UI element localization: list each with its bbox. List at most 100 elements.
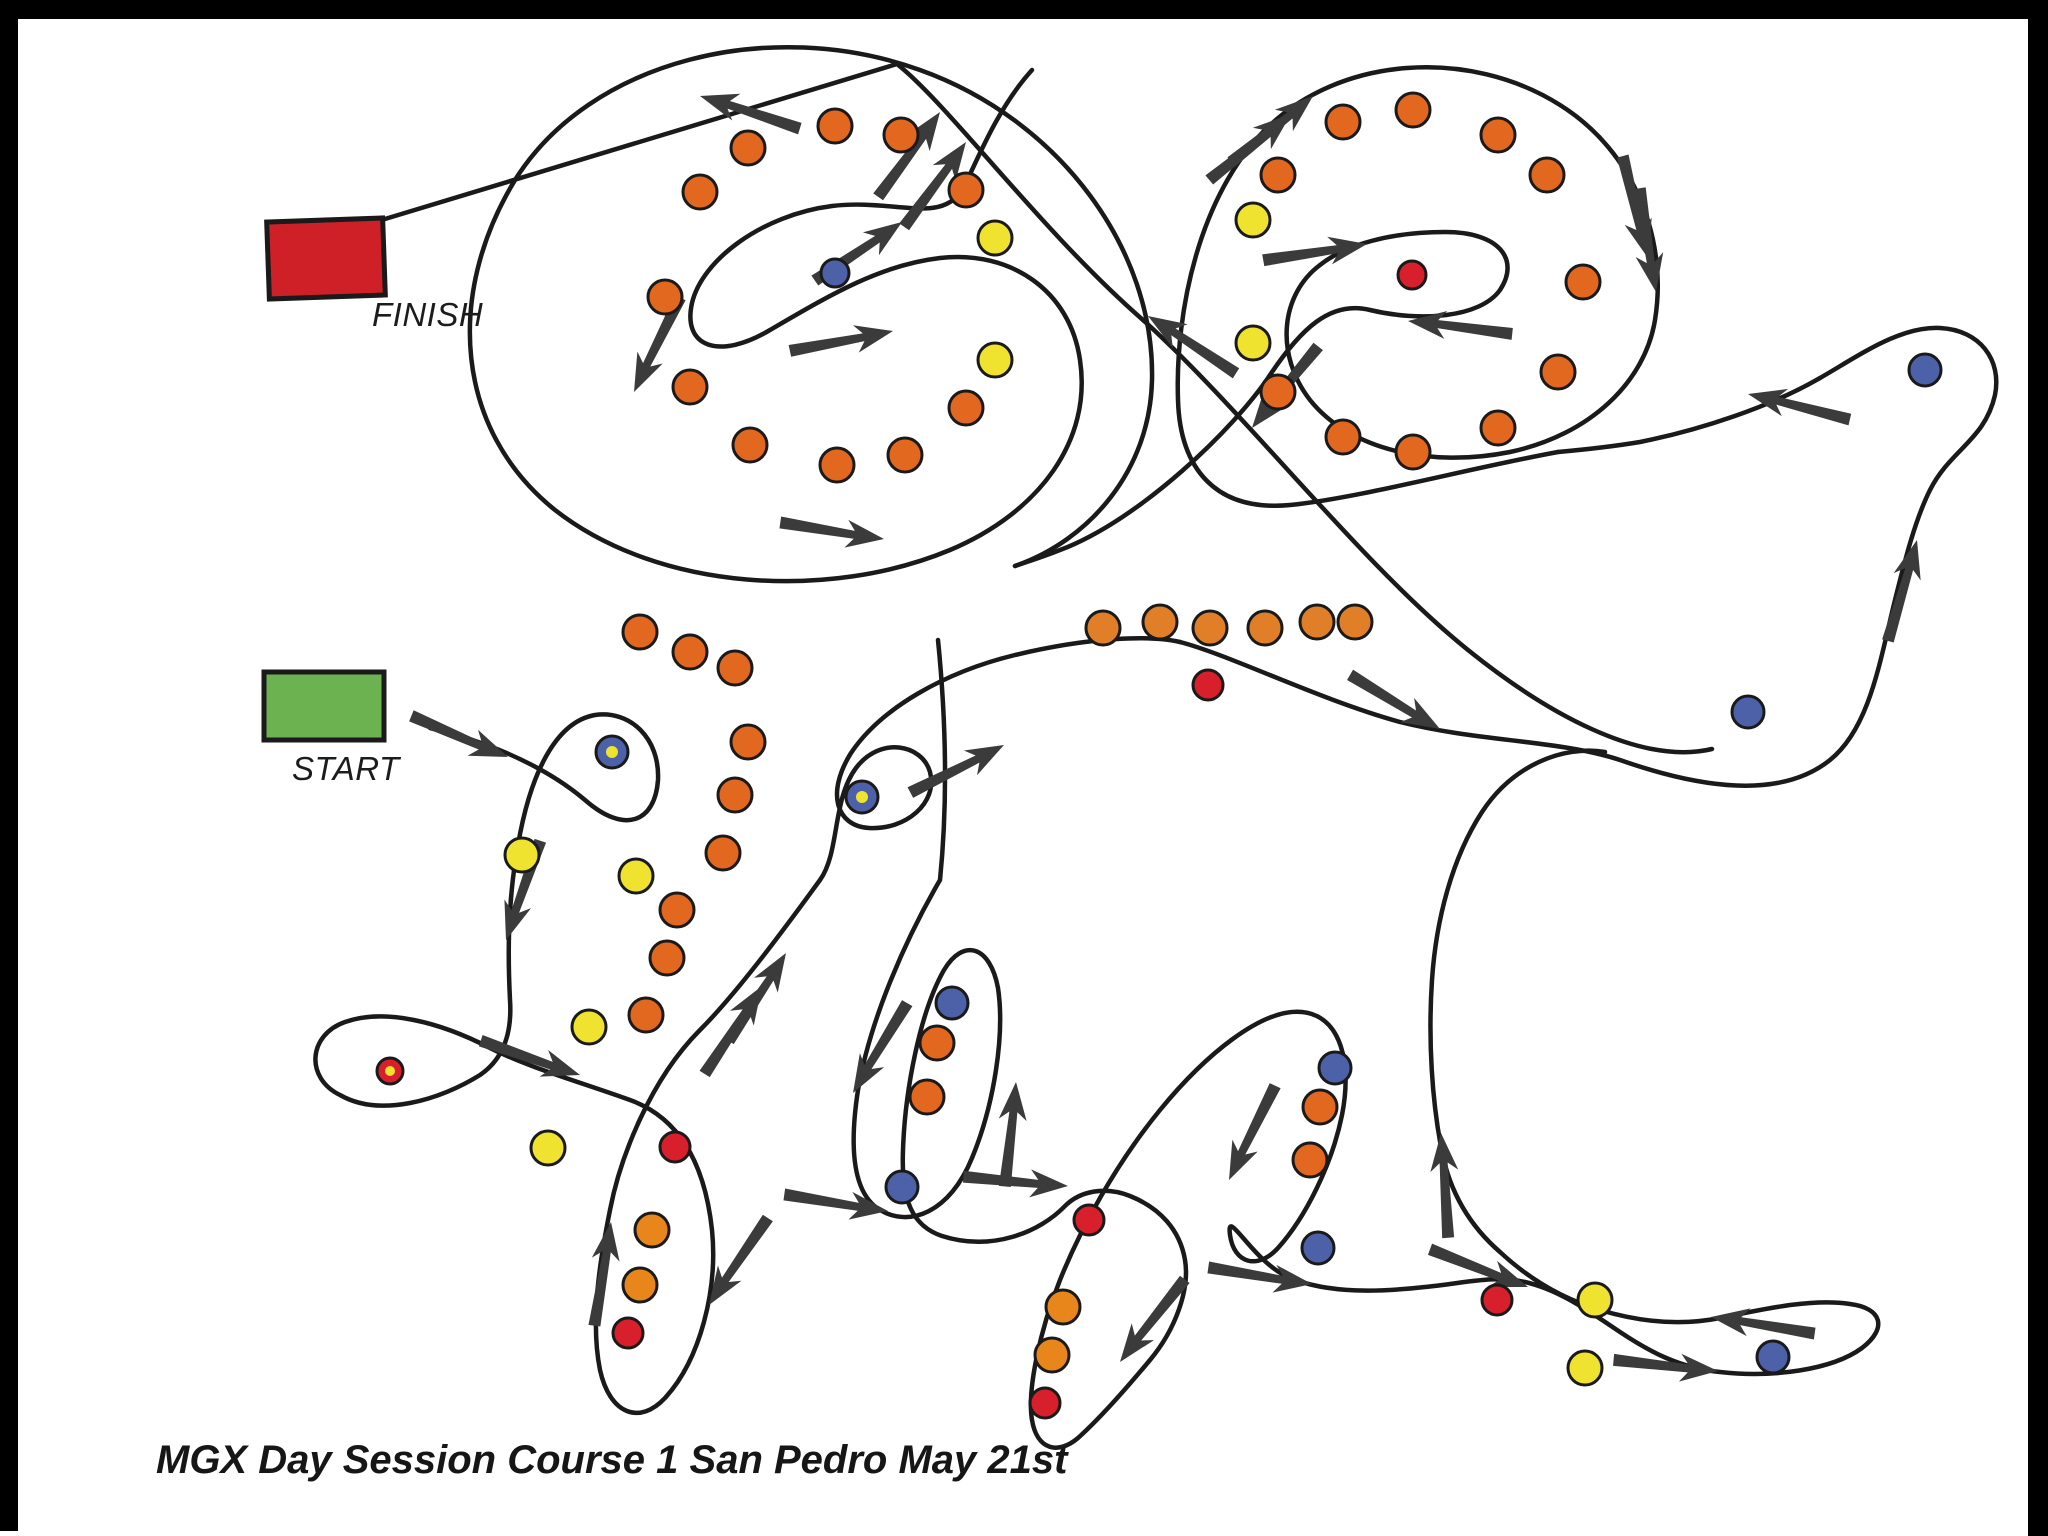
cone-dot-yellow [1576,1281,1614,1319]
cone-dot-orange [947,171,985,209]
cone-dot-orange [1259,373,1297,411]
cone-dot-orange [1291,1141,1329,1179]
direction-arrow [588,1222,620,1327]
cone-dot-orange [681,173,719,211]
cone-dot-orange [1528,156,1566,194]
cone-dot-yellow [503,836,541,874]
cone-dot-yellow [1234,201,1272,239]
cone-dot-orange [648,939,686,977]
direction-arrow [634,295,686,392]
direction-arrow [998,1082,1027,1187]
direction-arrow [1262,236,1367,267]
cone-dot-blue [934,985,970,1021]
direction-arrow [709,1214,773,1305]
cone-dot-orange [1479,116,1517,154]
cone-dot-row_orange [1141,603,1179,641]
cone-dot-orange [918,1024,956,1062]
direction-arrow [1427,1243,1528,1288]
course-caption: MGX Day Session Course 1 San Pedro May 2… [156,1438,1068,1482]
cone-dot-orange [716,649,754,687]
cone-dot-yellow [529,1129,567,1167]
cone-dot-red [1480,1283,1514,1317]
direction-arrow [788,325,893,357]
finish-label: FINISH [372,296,484,333]
cone-dot-light_orange [633,1211,671,1249]
cone-dot-red [1396,259,1428,291]
direction-arrow [409,710,508,757]
frame-border-right [2028,0,2048,1536]
cone-dot-orange [1259,156,1297,194]
cone-dot-center [856,791,868,803]
direction-arrow [1408,311,1513,340]
cone-dot-row_orange [1336,603,1374,641]
direction-arrow [1120,1275,1190,1362]
direction-arrow [1229,1083,1281,1180]
cone-dot-blue [819,257,851,289]
course-path-finish-leg [319,61,1715,755]
cone-dot-orange [1539,353,1577,391]
frame-border-left [0,0,18,1531]
start-box [261,669,387,743]
direction-arrow [1613,1353,1718,1382]
cone-dot-layer [375,91,1943,1420]
cone-dot-row_orange [1191,609,1229,647]
cone-dot-yellow [570,1008,608,1046]
cone-dot-blue [1317,1050,1353,1086]
cone-dot-light_orange [1044,1288,1082,1326]
cone-dot-orange [886,436,924,474]
cone-dot-row_orange [1084,609,1122,647]
direction-arrow [899,142,966,231]
cone-dot-orange [1324,418,1362,456]
cone-dot-orange [1564,263,1602,301]
direction-arrow [1430,1133,1459,1239]
direction-arrow [853,1000,913,1093]
cone-dot-orange [729,723,767,761]
cone-dot-orange [731,426,769,464]
cone-dot-orange [1394,433,1432,471]
box-layer [261,215,388,743]
cone-dot-orange [1394,91,1432,129]
cone-dot-orange [729,129,767,167]
course-path-layer [313,45,1999,1450]
course-path-peak-to-rightloop [1177,325,1999,788]
cone-dot-orange [947,389,985,427]
frame-border-top [0,0,2048,19]
direction-arrow [1633,187,1664,292]
cone-dot-yellow [976,219,1014,257]
cone-dot-orange [1324,103,1362,141]
cone-dot-blue [884,1169,920,1205]
cone-dot-blue [1755,1339,1791,1375]
cone-dot-center [606,746,618,758]
direction-arrow [783,1188,888,1220]
cone-dot-yellow [617,857,655,895]
cone-dot-blue [1907,352,1943,388]
direction-arrow [779,516,884,548]
course-path-start-to-peak [313,636,1183,1416]
direction-arrow [873,112,940,201]
direction-arrow [962,1169,1068,1198]
cone-dot-orange [658,891,696,929]
cone-dot-center [385,1066,395,1076]
direction-arrow [1207,1261,1312,1293]
cone-dot-orange [704,834,742,872]
cone-dot-orange [621,613,659,651]
course-path-spiral-left [467,45,1155,584]
cone-dot-orange [1301,1088,1339,1126]
cone-dot-red [658,1130,692,1164]
cone-dot-yellow [1566,1349,1604,1387]
cone-dot-blue [1730,694,1766,730]
cone-dot-orange [818,446,856,484]
direction-arrow [1748,388,1852,426]
direction-arrow [1347,669,1440,729]
cone-dot-orange [716,776,754,814]
course-path-zigzag [851,637,1881,1450]
cone-dot-red [1072,1203,1106,1237]
course-path-spiral-right [1012,65,1660,569]
cone-dot-orange [816,107,854,145]
cone-dot-orange [908,1078,946,1116]
cone-dot-orange [882,116,920,154]
cone-dot-light_orange [1033,1336,1071,1374]
direction-arrow [478,1034,580,1077]
